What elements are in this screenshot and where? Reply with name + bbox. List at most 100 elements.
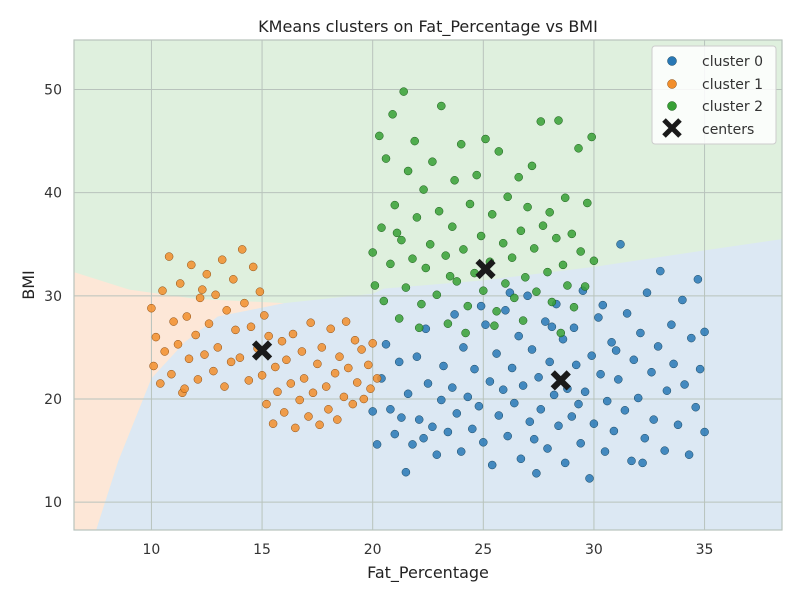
point-cluster-1 [308, 388, 318, 398]
point-cluster-0 [525, 417, 535, 426]
point-cluster-2 [574, 144, 583, 153]
x-tick-label: 35 [696, 542, 714, 558]
point-cluster-2 [556, 328, 566, 338]
point-cluster-1 [313, 359, 322, 369]
point-cluster-2 [456, 139, 466, 149]
point-cluster-1 [326, 324, 335, 334]
point-cluster-1 [193, 375, 203, 384]
point-cluster-0 [547, 322, 557, 332]
point-cluster-2 [587, 132, 596, 142]
point-cluster-1 [191, 330, 200, 340]
point-cluster-1 [204, 319, 214, 328]
point-cluster-0 [614, 375, 623, 384]
point-cluster-0 [596, 369, 605, 379]
point-cluster-1 [321, 382, 331, 391]
point-cluster-2 [428, 157, 437, 166]
point-cluster-0 [459, 343, 468, 352]
point-cluster-0 [567, 412, 577, 421]
point-cluster-1 [273, 387, 282, 397]
point-cluster-2 [554, 116, 563, 125]
y-axis-label: BMI [19, 270, 38, 300]
point-cluster-2 [547, 297, 557, 307]
point-cluster-2 [412, 213, 422, 222]
point-cluster-2 [441, 251, 450, 260]
point-cluster-2 [410, 136, 419, 146]
point-cluster-2 [476, 231, 486, 241]
point-cluster-0 [695, 364, 705, 374]
point-cluster-1 [271, 362, 280, 372]
point-cluster-1 [198, 285, 207, 294]
point-cluster-0 [607, 338, 616, 347]
point-cluster-0 [576, 439, 585, 448]
point-cluster-0 [594, 313, 603, 322]
point-cluster-2 [507, 253, 517, 262]
point-cluster-2 [401, 283, 411, 292]
point-cluster-0 [456, 447, 466, 456]
point-cluster-2 [375, 131, 384, 141]
point-cluster-0 [523, 291, 532, 301]
legend-label-cluster-0: cluster 0 [702, 54, 763, 70]
point-cluster-0 [479, 438, 488, 447]
point-cluster-1 [282, 355, 291, 365]
point-cluster-0 [687, 333, 696, 343]
point-cluster-2 [434, 206, 444, 216]
point-cluster-0 [401, 467, 411, 477]
y-tick-label: 40 [44, 186, 62, 202]
point-cluster-2 [523, 202, 532, 212]
point-cluster-0 [662, 386, 672, 395]
point-cluster-2 [501, 279, 510, 288]
point-cluster-1 [348, 399, 358, 409]
y-tick-labels: 10 20 30 40 50 [44, 83, 62, 512]
point-cluster-0 [554, 421, 563, 431]
point-cluster-0 [514, 331, 523, 341]
point-cluster-1 [156, 379, 165, 388]
point-cluster-1 [211, 290, 220, 300]
point-cluster-0 [414, 415, 424, 424]
point-cluster-0 [609, 426, 619, 436]
point-cluster-0 [492, 349, 501, 358]
point-cluster-0 [536, 405, 546, 414]
point-cluster-0 [653, 342, 663, 351]
point-cluster-2 [368, 248, 377, 257]
x-tick-label: 30 [585, 542, 603, 558]
point-cluster-2 [459, 245, 468, 254]
point-cluster-0 [598, 300, 608, 310]
x-axis-label: Fat_Percentage [367, 563, 489, 583]
point-cluster-2 [589, 256, 599, 266]
point-cluster-2 [403, 166, 413, 176]
point-cluster-0 [437, 395, 446, 405]
point-cluster-2 [408, 254, 417, 263]
point-cluster-0 [470, 364, 479, 374]
point-cluster-0 [700, 327, 709, 337]
point-cluster-1 [279, 408, 289, 417]
point-cluster-0 [432, 450, 442, 459]
point-cluster-2 [552, 233, 561, 243]
point-cluster-0 [468, 424, 477, 434]
point-cluster-1 [167, 369, 176, 379]
point-cluster-2 [390, 200, 400, 210]
point-cluster-1 [164, 252, 174, 261]
point-cluster-2 [443, 319, 453, 328]
point-cluster-1 [149, 361, 158, 371]
point-cluster-1 [235, 353, 245, 362]
point-cluster-2 [558, 260, 568, 270]
point-cluster-1 [335, 352, 344, 361]
legend-box [651, 45, 777, 145]
legend: cluster 0 cluster 1 cluster 2 centers [651, 45, 777, 145]
point-cluster-2 [394, 314, 404, 323]
point-cluster-0 [647, 367, 656, 377]
point-cluster-0 [602, 396, 612, 406]
point-cluster-2 [538, 221, 548, 230]
chart-title: KMeans clusters on Fat_Percentage vs BMI [258, 17, 598, 37]
point-cluster-0 [574, 399, 583, 409]
point-cluster-2 [465, 199, 475, 209]
point-cluster-2 [450, 176, 459, 185]
point-cluster-1 [229, 275, 238, 284]
point-cluster-1 [341, 317, 351, 326]
point-cluster-1 [277, 336, 287, 346]
point-cluster-1 [339, 392, 349, 402]
point-cluster-2 [518, 316, 528, 325]
point-cluster-2 [445, 271, 455, 281]
x-tick-label: 20 [364, 542, 382, 558]
